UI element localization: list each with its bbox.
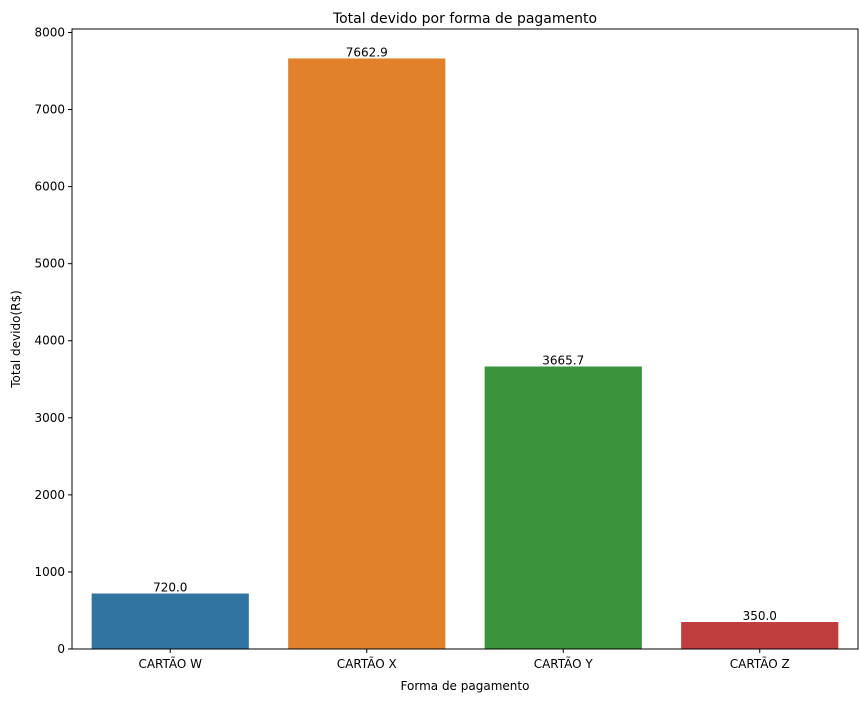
chart-title: Total devido por forma de pagamento	[332, 11, 597, 27]
y-tick-label-1: 0	[57, 642, 65, 656]
data-label-4: 350.0	[743, 609, 777, 623]
y-tick-label-3: 2000	[34, 488, 65, 502]
bar-1	[91, 593, 249, 649]
x-tick-label-2: CARTÃO X	[337, 656, 397, 671]
bar-4	[681, 622, 839, 649]
bar-2	[288, 58, 446, 650]
y-tick-label-8: 7000	[34, 103, 65, 117]
x-axis: CARTÃO W CARTÃO X CARTÃO Y CARTÃO Z	[138, 649, 790, 671]
bars-group	[91, 58, 839, 650]
data-labels-group: 720.0 7662.9 3665.7 350.0	[153, 45, 777, 623]
x-tick-label-3: CARTÃO Y	[534, 656, 594, 671]
y-tick-label-6: 5000	[34, 257, 65, 271]
y-tick-label-4: 3000	[34, 411, 65, 425]
data-label-1: 720.0	[153, 581, 187, 595]
y-axis-title: Total devido(R$)	[9, 290, 23, 389]
x-tick-label-1: CARTÃO W	[138, 656, 202, 671]
y-tick-label-9: 8000	[34, 25, 65, 39]
plot-frame	[71, 28, 859, 650]
bar-3	[484, 366, 642, 649]
data-label-3: 3665.7	[542, 353, 584, 367]
x-tick-label-4: CARTÃO Z	[730, 656, 790, 671]
x-axis-title: Forma de pagamento	[401, 679, 530, 693]
y-tick-label-2: 1000	[34, 565, 65, 579]
data-label-2: 7662.9	[346, 45, 388, 59]
y-axis: 0 1000 2000 3000 4000 5000 6000 7000 8000	[34, 25, 72, 656]
y-tick-label-5: 4000	[34, 334, 65, 348]
y-tick-label-7: 6000	[34, 180, 65, 194]
